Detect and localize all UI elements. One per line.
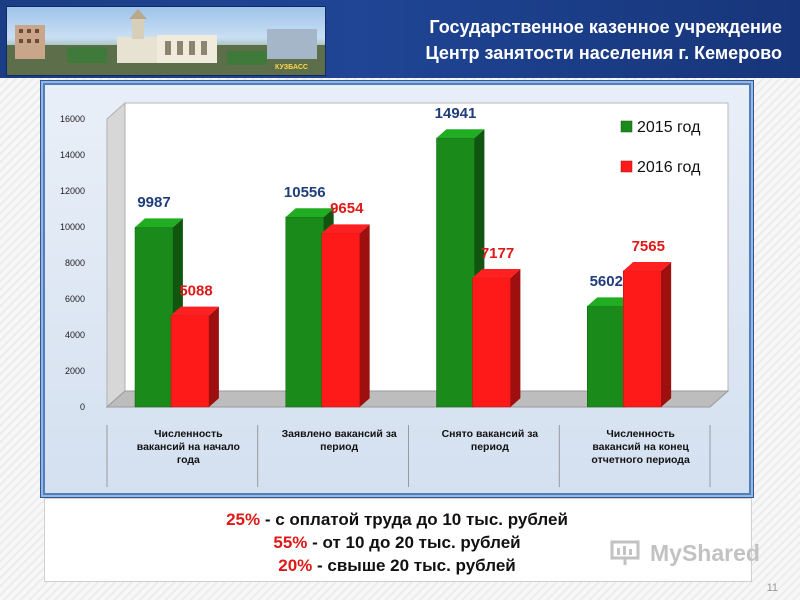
header-title: Государственное казенное учреждение Цент…	[342, 14, 782, 66]
stat-line-3: 20% - свыше 20 тыс. рублей	[44, 556, 750, 576]
bar-top	[135, 218, 183, 228]
data-label: 9654	[330, 200, 364, 217]
y-tick-label: 8000	[65, 258, 85, 268]
legend-label: 2016 год	[637, 159, 701, 176]
category-label: отчетного периода	[591, 454, 690, 466]
category-label: вакансий на конец	[592, 441, 689, 453]
bar-2015	[587, 305, 626, 408]
category-label: Заявлено вакансий за	[282, 428, 397, 440]
stats-panel	[44, 498, 752, 582]
bar-side	[359, 224, 370, 407]
y-tick-label: 2000	[65, 366, 85, 376]
bar-top	[171, 306, 219, 316]
bar-top	[436, 129, 485, 139]
category-label: вакансий на начало	[137, 441, 240, 453]
stat-text: - свыше 20 тыс. рублей	[312, 556, 516, 575]
category-label: период	[320, 441, 358, 453]
stat-text: - с оплатой труда до 10 тыс. рублей	[260, 510, 568, 529]
presentation-icon	[610, 540, 640, 565]
chart-area: 0 2000 4000 6000 8000 10000 12000 14000 16000 998…	[45, 85, 749, 493]
stat-text: - от 10 до 20 тыс. рублей	[307, 533, 521, 552]
chart-frame: 0 2000 4000 6000 8000 10000 12000 14000 16000 998…	[40, 80, 754, 498]
category-label: Снято вакансий за	[442, 428, 539, 440]
bar-2016	[321, 232, 360, 408]
y-tick-label: 16000	[60, 114, 85, 124]
bar-2016	[472, 277, 511, 408]
category-label: период	[471, 441, 509, 453]
stat-percent: 55%	[273, 533, 308, 552]
photo-caption: КУЗБАСС	[275, 64, 308, 71]
bar-side	[510, 269, 521, 407]
header-title-line1: Государственное казенное учреждение	[429, 17, 782, 37]
city-photo: КУЗБАСС	[6, 6, 326, 76]
data-label: 7177	[481, 245, 514, 262]
watermark-text: MyShared	[650, 540, 760, 566]
bar-side	[209, 306, 219, 407]
y-tick-label: 10000	[60, 222, 85, 232]
bar-side	[661, 262, 672, 407]
y-tick-label: 12000	[60, 186, 85, 196]
data-label: 5088	[179, 282, 212, 299]
data-label: 14941	[435, 105, 477, 122]
y-tick-label: 0	[80, 402, 85, 412]
data-label: 9987	[137, 194, 170, 211]
bar-2015	[436, 137, 475, 408]
bar-top	[623, 262, 672, 271]
data-label: 7565	[632, 238, 665, 255]
y-tick-label: 14000	[60, 150, 85, 160]
header-bar: КУЗБАСС Государственное казенное учрежде…	[0, 0, 800, 78]
stat-line-1: 25% - с оплатой труда до 10 тыс. рублей	[44, 510, 750, 530]
city-photo-illustration: КУЗБАСС	[7, 9, 325, 75]
y-tick-label: 4000	[65, 330, 85, 340]
category-label: Численность	[606, 428, 675, 440]
bar-2015	[285, 216, 324, 408]
data-label: 5602	[590, 273, 623, 290]
category-label: года	[177, 454, 200, 466]
chart-side-wall	[106, 101, 126, 409]
legend-label: 2015 год	[637, 119, 701, 136]
bar-chart: 0 2000 4000 6000 8000 10000 12000 14000 16000 998…	[60, 101, 730, 487]
data-label: 10556	[284, 184, 326, 201]
category-label: Численность	[154, 428, 223, 440]
bar-top	[321, 224, 370, 234]
bar-top	[285, 208, 334, 217]
legend-swatch-2015	[620, 120, 633, 133]
legend-swatch-2016	[620, 160, 633, 173]
y-tick-label: 6000	[65, 294, 85, 304]
watermark-logo: MyShared	[606, 538, 766, 570]
stat-line-2: 55% - от 10 до 20 тыс. рублей	[44, 533, 750, 553]
bar-2015	[134, 226, 174, 408]
header-title-line2: Центр занятости населения г. Кемерово	[425, 43, 782, 63]
stat-percent: 20%	[278, 556, 313, 575]
bar-top	[472, 269, 521, 278]
stat-percent: 25%	[226, 510, 261, 529]
page-number: 11	[766, 582, 778, 594]
bar-2016	[170, 315, 210, 408]
bar-2016	[623, 270, 662, 408]
